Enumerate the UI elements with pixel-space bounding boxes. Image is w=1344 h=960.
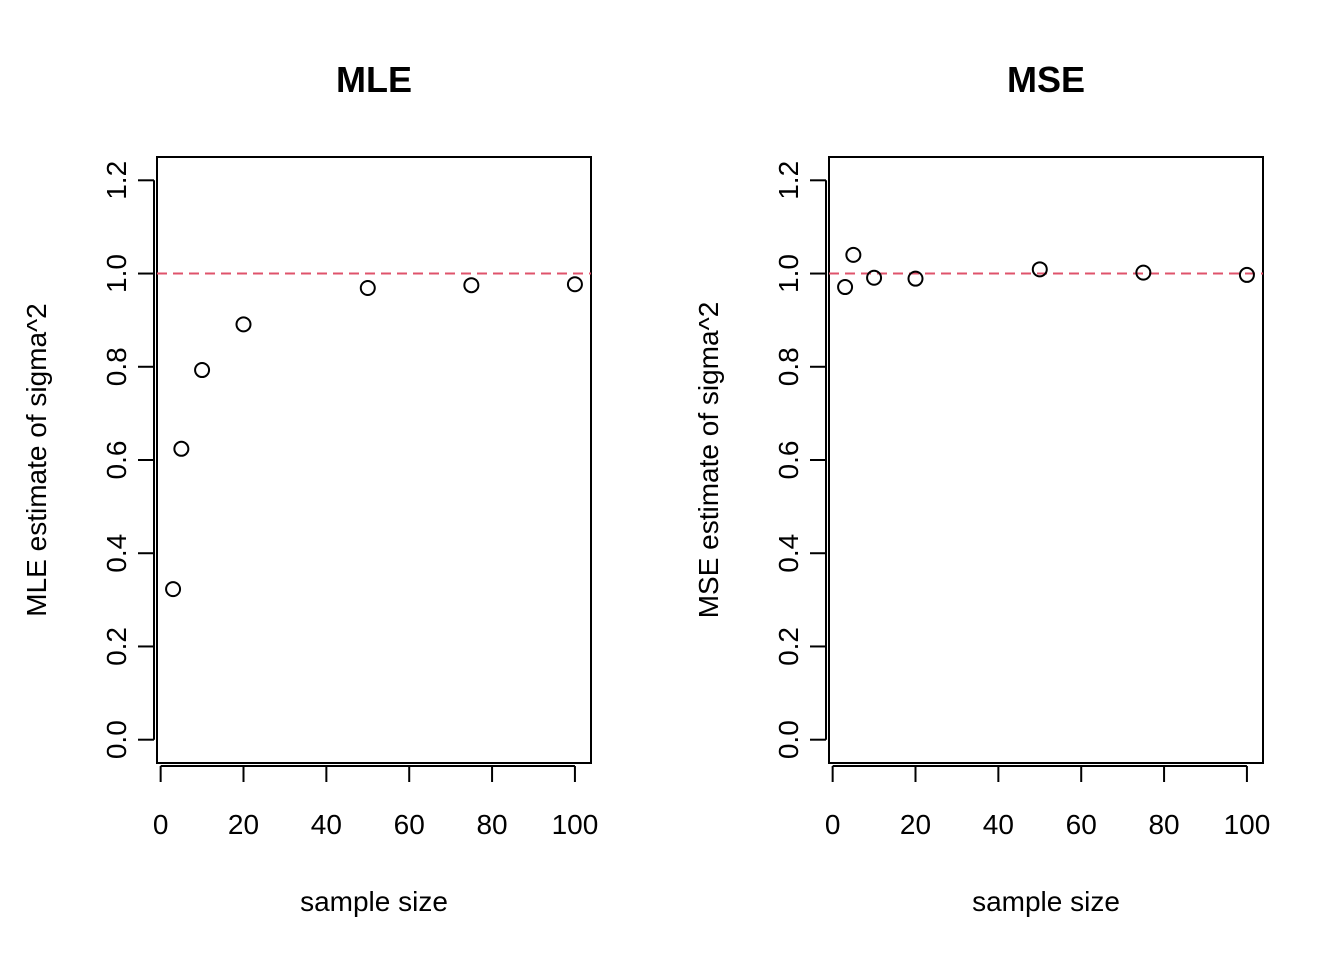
data-point [173, 440, 190, 457]
chart-title: MSE [1007, 59, 1085, 100]
y-tick-label: 0.6 [101, 441, 132, 480]
y-tick-label: 1.0 [773, 254, 804, 293]
y-tick-label: 0.6 [773, 441, 804, 480]
y-tick-label: 0.2 [101, 627, 132, 666]
y-axis: 0.0 0.2 0.4 0.6 0.8 1.0 1.2 [101, 161, 155, 759]
data-point [907, 270, 924, 287]
plot-frame [156, 156, 592, 764]
y-tick-label: 0.4 [773, 534, 804, 573]
y-tick-label: 0.8 [773, 347, 804, 386]
plot-frame [828, 156, 1264, 764]
y-tick-label: 1.2 [773, 161, 804, 200]
data-point [463, 277, 480, 294]
data-point [1031, 261, 1048, 278]
data-point [845, 246, 862, 263]
y-tick-label: 0.0 [101, 720, 132, 759]
y-tick-label: 0.8 [101, 347, 132, 386]
y-axis: 0.0 0.2 0.4 0.6 0.8 1.0 1.2 [773, 161, 827, 759]
x-axis: 0 20 40 60 80 100 [825, 765, 1271, 840]
x-tick-label: 20 [228, 809, 259, 840]
y-tick-label: 0.4 [101, 534, 132, 573]
y-axis-label: MLE estimate of sigma^2 [21, 303, 52, 616]
panel-mle: MLE 0 20 40 60 80 100 0.0 0.2 0.4 0.6 0.8 1.0 1.2 s… [21, 59, 598, 917]
x-tick-label: 40 [311, 809, 342, 840]
data-point [165, 581, 182, 598]
x-tick-label: 80 [476, 809, 507, 840]
y-tick-label: 1.2 [101, 161, 132, 200]
data-point [866, 269, 883, 286]
x-axis-label: sample size [300, 886, 448, 917]
y-tick-label: 0.0 [773, 720, 804, 759]
data-points [165, 276, 583, 598]
data-point [1238, 266, 1255, 283]
data-point [837, 279, 854, 296]
x-axis: 0 20 40 60 80 100 [153, 765, 599, 840]
chart-title: MLE [336, 59, 412, 100]
x-tick-label: 0 [153, 809, 169, 840]
data-point [235, 316, 252, 333]
y-axis-label: MSE estimate of sigma^2 [693, 302, 724, 619]
x-tick-label: 60 [394, 809, 425, 840]
data-points [837, 246, 1255, 296]
x-tick-label: 100 [552, 809, 599, 840]
x-axis-label: sample size [972, 886, 1120, 917]
data-point [1135, 264, 1152, 281]
data-point [359, 279, 376, 296]
y-tick-label: 0.2 [773, 627, 804, 666]
data-point [194, 362, 211, 379]
x-tick-label: 80 [1148, 809, 1179, 840]
x-tick-label: 60 [1066, 809, 1097, 840]
y-tick-label: 1.0 [101, 254, 132, 293]
x-tick-label: 20 [900, 809, 931, 840]
x-tick-label: 0 [825, 809, 841, 840]
x-tick-label: 100 [1224, 809, 1271, 840]
data-point [566, 276, 583, 293]
x-tick-label: 40 [983, 809, 1014, 840]
panel-mse: MSE 0 20 40 60 80 100 0.0 0.2 0.4 0.6 0.8 1.0 1.2 s… [693, 59, 1270, 917]
